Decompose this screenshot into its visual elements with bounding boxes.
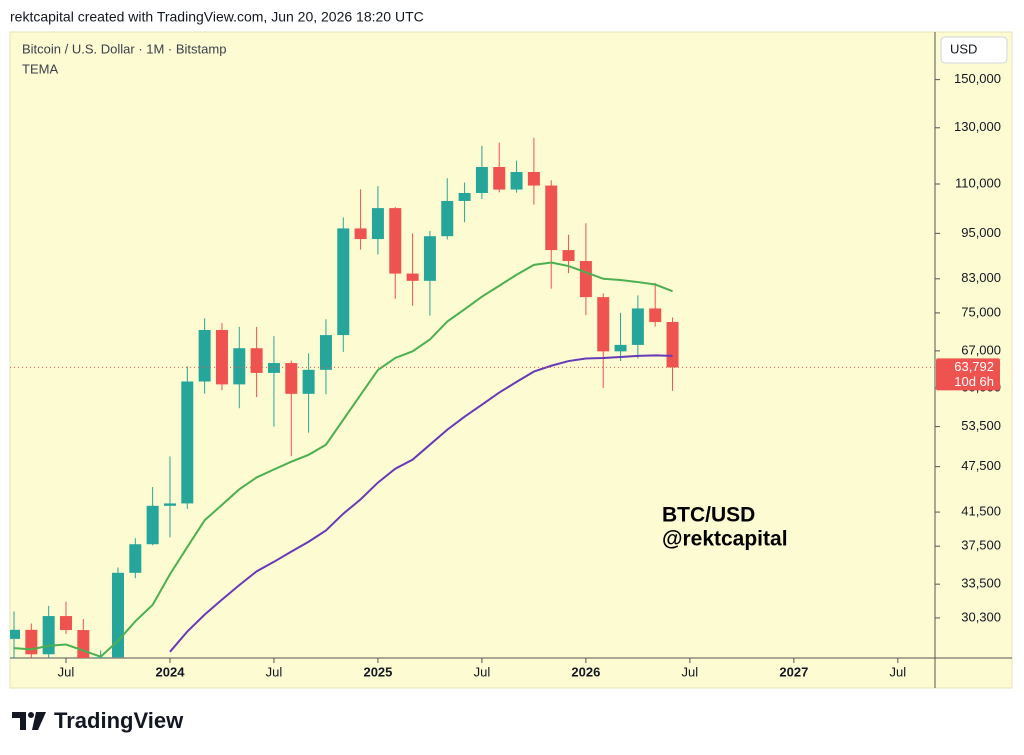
y-tick-label: 30,300 <box>961 609 1001 624</box>
y-tick-label: 75,000 <box>961 304 1001 319</box>
candle-body <box>579 261 592 298</box>
candle-body <box>597 297 610 352</box>
candle-body <box>458 192 471 201</box>
candle-body <box>146 505 159 545</box>
credit: rektcapital created with TradingView.com… <box>10 9 424 25</box>
candle-body <box>267 363 280 373</box>
x-tick-label: 2025 <box>363 664 392 679</box>
x-tick-label: Jul <box>58 664 75 679</box>
candle-body <box>510 171 523 190</box>
candle-body <box>302 369 315 394</box>
candle-body <box>215 329 228 385</box>
last-price-label: 63,792 <box>954 359 994 374</box>
brand: TradingView <box>54 708 184 733</box>
candle-body <box>614 344 627 352</box>
candle-body <box>389 208 402 274</box>
y-tick-label: 95,000 <box>961 225 1001 240</box>
candle-body <box>562 250 575 262</box>
candle-body <box>319 335 332 370</box>
candle-body <box>59 616 72 631</box>
y-tick-label: 53,500 <box>961 418 1001 433</box>
candle-body <box>25 629 38 655</box>
y-tick-label: 41,500 <box>961 504 1001 519</box>
symbol-title: Bitcoin / U.S. Dollar · 1M · Bitstamp <box>22 41 226 56</box>
x-tick-label: Jul <box>474 664 491 679</box>
y-tick-label: 110,000 <box>955 175 1001 190</box>
candle-body <box>666 322 679 368</box>
y-tick-label: 130,000 <box>954 119 1001 134</box>
brand-logo <box>12 712 46 730</box>
candle-body <box>441 200 454 237</box>
countdown: 10d 6h <box>954 374 994 389</box>
annotation: BTC/USD <box>662 504 755 527</box>
indicator-label: TEMA <box>22 61 58 76</box>
candle-body <box>129 544 142 573</box>
candle-body <box>285 363 298 394</box>
x-tick-label: Jul <box>266 664 283 679</box>
candle-body <box>354 228 367 240</box>
candle-body <box>163 503 176 506</box>
candle-body <box>233 348 246 385</box>
y-tick-label: 47,500 <box>961 458 1001 473</box>
candle-body <box>337 228 350 336</box>
plot-area <box>10 137 935 658</box>
x-tick-label: 2024 <box>156 664 186 679</box>
x-tick-label: 2027 <box>779 664 808 679</box>
currency: USD <box>950 41 977 56</box>
candle-body <box>371 208 384 240</box>
candle-body <box>10 629 20 639</box>
candle-body <box>631 308 644 345</box>
candle-body <box>493 167 506 190</box>
candle-body <box>423 236 436 281</box>
x-tick-label: Jul <box>890 664 907 679</box>
candle-body <box>250 348 263 373</box>
y-tick-label: 33,500 <box>961 576 1001 591</box>
candle-body <box>545 185 558 251</box>
tema-line <box>13 261 673 658</box>
y-tick-label: 150,000 <box>954 71 1001 86</box>
candle-body <box>406 273 419 281</box>
y-tick-label: 83,000 <box>961 270 1001 285</box>
currency-box <box>940 36 1008 64</box>
candle-body <box>475 167 488 193</box>
x-tick-label: 2026 <box>571 664 600 679</box>
x-tick-label: Jul <box>682 664 699 679</box>
candle-body <box>181 381 194 504</box>
annotation: @rektcapital <box>662 528 788 551</box>
axes: 150,000 130,000 110,000 95,000 83,000 75,000 6… <box>58 71 1001 679</box>
chart-background <box>9 31 1013 689</box>
tema-line <box>169 354 673 653</box>
candle-body <box>42 616 55 655</box>
last-price-box <box>936 358 1000 391</box>
y-tick-label: 67,000 <box>961 342 1001 357</box>
candle-body <box>527 171 540 186</box>
candle-body <box>649 308 662 323</box>
candle-body <box>198 329 211 382</box>
y-tick-label: 37,500 <box>961 538 1001 553</box>
